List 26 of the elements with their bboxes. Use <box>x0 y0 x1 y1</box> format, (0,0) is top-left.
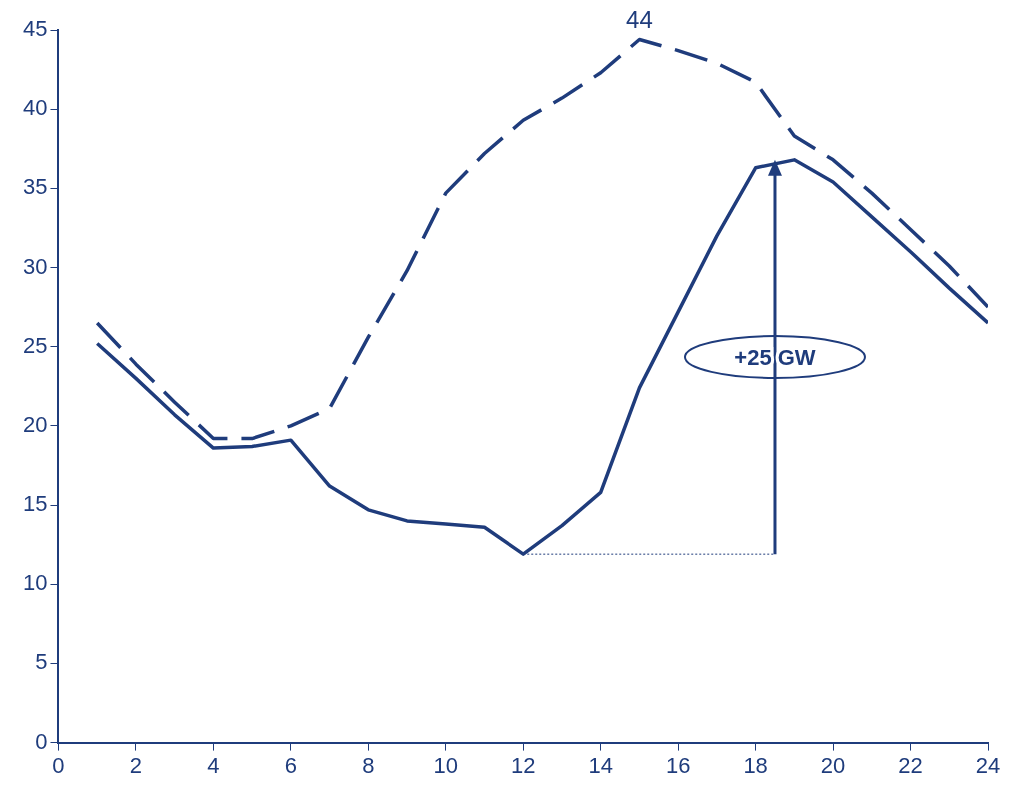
x-tick-label: 8 <box>362 752 375 778</box>
x-tick-label: 2 <box>129 752 143 778</box>
x-tick-label: 22 <box>898 752 923 778</box>
line-series <box>95 37 988 441</box>
y-tick-label: 20 <box>22 411 48 437</box>
y-tick-label: 5 <box>35 649 48 675</box>
y-tick-label: 10 <box>22 570 48 596</box>
x-tick-label: 6 <box>284 752 297 778</box>
annotation: +25 GW <box>734 345 816 370</box>
x-tick-label: 12 <box>510 752 536 778</box>
x-tick-label: 20 <box>820 752 846 778</box>
x-tick-label: 4 <box>207 752 220 778</box>
x-tick-label: 10 <box>433 752 459 778</box>
data-label: 44 <box>626 6 653 34</box>
x-tick-label: 14 <box>588 752 613 778</box>
y-tick-label: 35 <box>22 174 48 200</box>
x-tick-label: 18 <box>743 752 768 778</box>
y-tick-label: 25 <box>22 332 48 358</box>
y-tick-label: 40 <box>22 95 48 121</box>
x-tick-label: 0 <box>52 752 65 778</box>
y-tick-label: 15 <box>22 491 48 517</box>
y-tick-label: 30 <box>22 253 48 279</box>
x-tick-label: 24 <box>975 752 1001 778</box>
y-tick-label: 0 <box>35 728 48 754</box>
x-tick-label: 16 <box>665 752 691 778</box>
y-tick-label: 45 <box>22 16 48 42</box>
